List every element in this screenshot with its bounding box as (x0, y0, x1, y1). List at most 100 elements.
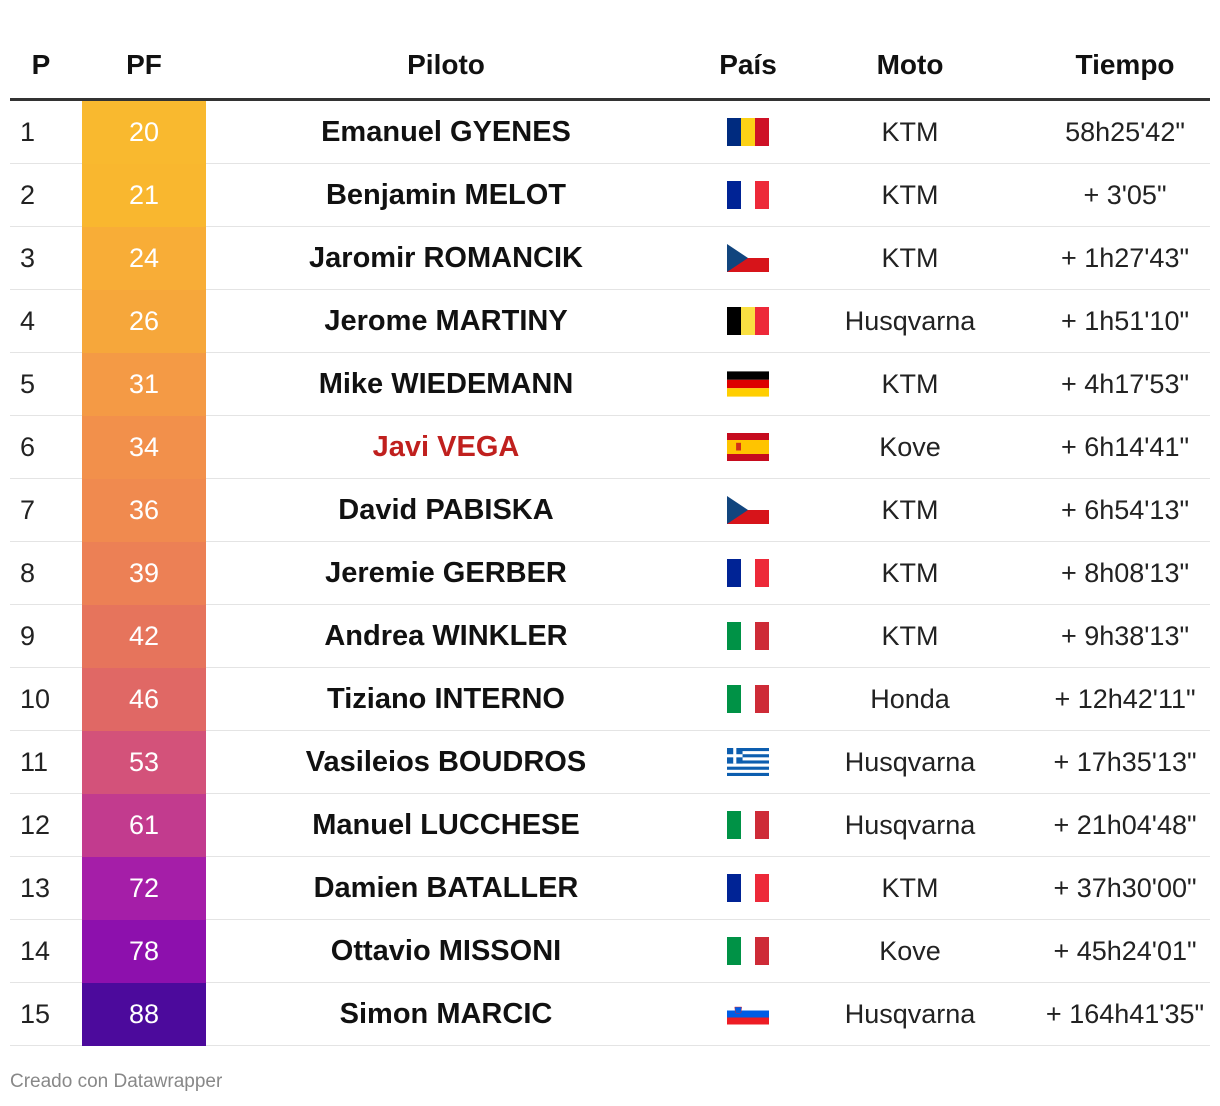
header-pf[interactable]: PF (126, 49, 162, 80)
table-row: 14 78 Ottavio MISSONI Kove + 45h24'01" (10, 920, 1210, 983)
header-p[interactable]: P (31, 49, 51, 80)
pf-color-bar (82, 794, 206, 857)
position-cell: 4 (20, 305, 36, 336)
time-cell: + 1h27'43" (1060, 242, 1190, 273)
rider-name: Benjamin MELOT (325, 178, 567, 211)
bike-cell: Husqvarna (844, 305, 976, 336)
pf-color-bar (82, 353, 206, 416)
time-cell: 58h25'42" (1065, 116, 1185, 147)
pf-color-bar (82, 479, 206, 542)
country-cell (696, 794, 800, 856)
time-cell: + 9h38'13" (1060, 620, 1190, 651)
italy-flag (727, 621, 769, 651)
pf-cell: 42 (128, 620, 160, 651)
pf-color-bar (82, 101, 206, 164)
italy-flag (727, 810, 769, 840)
pf-cell: 72 (128, 872, 160, 903)
spain-flag (727, 432, 769, 462)
time-cell: + 4h17'53" (1060, 368, 1190, 399)
bike-cell: KTM (881, 620, 939, 651)
italy-flag (727, 936, 769, 966)
rider-name: Emanuel GYENES (321, 115, 571, 148)
time-cell: + 12h42'11" (1054, 683, 1196, 714)
country-cell (696, 920, 800, 982)
pf-cell: 31 (128, 368, 160, 399)
bike-cell: Kove (879, 935, 941, 966)
pf-cell: 46 (128, 683, 160, 714)
time-cell: + 6h14'41" (1060, 431, 1190, 462)
time-cell: + 3'05" (1083, 179, 1167, 210)
pf-color-bar (82, 731, 206, 794)
position-cell: 13 (20, 872, 51, 903)
position-cell: 8 (20, 557, 36, 588)
country-cell (696, 983, 800, 1045)
france-flag (727, 558, 769, 588)
rider-name: David PABISKA (338, 493, 554, 526)
pf-cell: 39 (128, 557, 160, 588)
position-cell: 3 (20, 242, 36, 273)
country-cell (696, 164, 800, 226)
country-cell (696, 101, 800, 163)
pf-cell: 26 (128, 305, 160, 336)
table-row: 15 88 Simon MARCIC Husqvarna + 164h41'35" (10, 983, 1210, 1046)
country-cell (696, 731, 800, 793)
country-cell (696, 479, 800, 541)
table-row: 11 53 Vasileios BOUDROS Husqvarna + 17h35'13… (10, 731, 1210, 794)
country-cell (696, 668, 800, 730)
rider-name: Andrea WINKLER (324, 619, 568, 652)
bike-cell: KTM (881, 557, 939, 588)
footer-credit: Creado con Datawrapper (10, 1071, 223, 1092)
pf-cell: 21 (128, 179, 160, 210)
country-cell (696, 353, 800, 415)
rider-name: Manuel LUCCHESE (312, 808, 580, 841)
time-cell: + 6h54'13" (1060, 494, 1190, 525)
position-cell: 15 (20, 998, 51, 1029)
country-cell (696, 227, 800, 289)
position-cell: 6 (20, 431, 36, 462)
pf-color-bar (82, 416, 206, 479)
slovenia-flag (727, 999, 769, 1029)
header-tiempo[interactable]: Tiempo (1075, 49, 1175, 80)
table-row: 1 20 Emanuel GYENES KTM 58h25'42" (10, 101, 1210, 164)
rider-name: Javi VEGA (372, 430, 520, 463)
table-row: 8 39 Jeremie GERBER KTM + 8h08'13" (10, 542, 1210, 605)
italy-flag (727, 684, 769, 714)
table-row: 7 36 David PABISKA KTM + 6h54'13" (10, 479, 1210, 542)
pf-color-bar (82, 920, 206, 983)
bike-cell: Kove (879, 431, 941, 462)
position-cell: 2 (20, 179, 36, 210)
position-cell: 14 (20, 935, 51, 966)
pf-color-bar (82, 227, 206, 290)
pf-cell: 20 (128, 116, 160, 147)
rider-name: Simon MARCIC (339, 997, 553, 1030)
header-pais[interactable]: País (719, 49, 777, 80)
header-moto[interactable]: Moto (876, 49, 944, 80)
table-row: 6 34 Javi VEGA Kove + 6h14'41" (10, 416, 1210, 479)
rider-name: Tiziano INTERNO (327, 682, 565, 715)
bike-cell: Husqvarna (844, 998, 976, 1029)
results-table: P PF Piloto País Moto Tiempo 1 20 Emanuel … (10, 28, 1210, 1046)
pf-cell: 36 (128, 494, 160, 525)
rider-name: Mike WIEDEMANN (318, 367, 574, 400)
bike-cell: KTM (881, 872, 939, 903)
rider-name: Damien BATALLER (313, 871, 579, 904)
bike-cell: Husqvarna (844, 746, 976, 777)
header-piloto[interactable]: Piloto (407, 49, 485, 80)
pf-cell: 88 (128, 998, 160, 1029)
table-row: 2 21 Benjamin MELOT KTM + 3'05" (10, 164, 1210, 227)
country-cell (696, 605, 800, 667)
france-flag (727, 180, 769, 210)
time-cell: + 37h30'00" (1053, 872, 1197, 903)
bike-cell: KTM (881, 116, 939, 147)
belgium-flag (727, 306, 769, 336)
rider-name: Ottavio MISSONI (330, 934, 562, 967)
table-row: 5 31 Mike WIEDEMANN KTM + 4h17'53" (10, 353, 1210, 416)
greece-flag (727, 747, 769, 777)
pf-color-bar (82, 605, 206, 668)
table-row: 3 24 Jaromir ROMANCIK KTM + 1h27'43" (10, 227, 1210, 290)
country-cell (696, 416, 800, 478)
table-header: P PF Piloto País Moto Tiempo (10, 28, 1210, 101)
position-cell: 9 (20, 620, 36, 651)
pf-cell: 53 (128, 746, 160, 777)
bike-cell: Honda (870, 683, 950, 714)
